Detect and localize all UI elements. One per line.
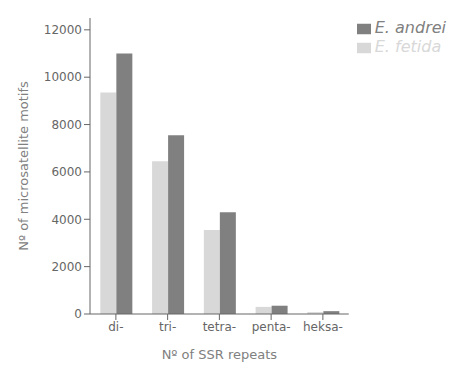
svg-text:8000: 8000 xyxy=(51,118,82,132)
html-text:E. andrei: E. andrei xyxy=(374,18,446,37)
svg-text:penta-: penta- xyxy=(252,320,291,334)
svg-text:tetra-: tetra- xyxy=(203,320,236,334)
svg-text:6000: 6000 xyxy=(51,165,82,179)
svg-text:4000: 4000 xyxy=(51,213,82,227)
svg-text:Nº of SSR repeats: Nº of SSR repeats xyxy=(162,347,278,362)
svg-text:2000: 2000 xyxy=(51,260,82,274)
svg-text:tri-: tri- xyxy=(159,320,176,334)
svg-text:heksa-: heksa- xyxy=(303,320,343,334)
svg-text:0: 0 xyxy=(74,307,82,321)
svg-text:di-: di- xyxy=(108,320,123,334)
svg-text:Nº of microsatellite motifs: Nº of microsatellite motifs xyxy=(16,81,31,251)
html-text:E. fetida: E. fetida xyxy=(374,37,442,56)
svg-text:10000: 10000 xyxy=(44,70,82,84)
svg-text:12000: 12000 xyxy=(44,23,82,37)
